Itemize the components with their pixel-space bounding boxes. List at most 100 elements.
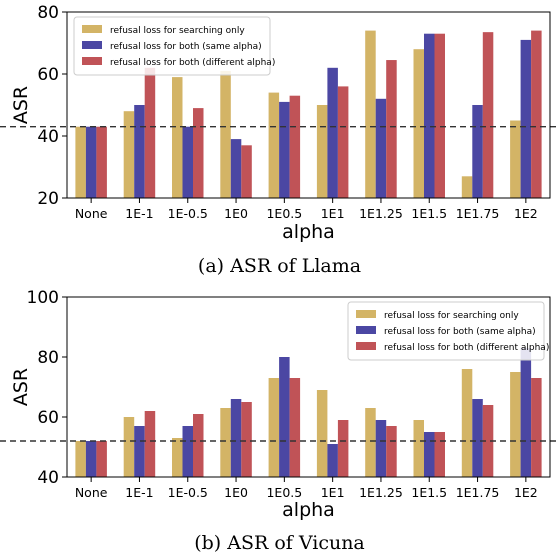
x-tick-label: 1E2 [514, 206, 538, 221]
bar-1E2-series-3 [531, 378, 542, 477]
x-tick-label: 1E-1 [125, 206, 153, 221]
x-tick-label: 1E0.5 [266, 206, 302, 221]
legend-box [73, 16, 271, 76]
bar-1E1.75-series-1 [461, 176, 473, 198]
bar-1E2-series-2 [520, 348, 532, 477]
bar-1E2-series-1 [510, 372, 521, 477]
legend: refusal loss for searching only refusal l… [73, 16, 275, 76]
x-tick-label: 1E-0.5 [168, 206, 208, 221]
legend-label: refusal loss for searching only [384, 311, 519, 321]
bar-1E2-series-2 [520, 39, 532, 199]
y-tick-label: 40 [37, 127, 59, 147]
x-tick-label: 1E-1 [125, 485, 153, 500]
bar-1E0-series-2 [230, 139, 242, 198]
bar-1E1.5-series-2 [424, 432, 435, 477]
chart-caption: (b) ASR of Vicuna [194, 532, 365, 554]
y-tick-label: 20 [37, 189, 59, 209]
x-tick-label: 1E-0.5 [168, 485, 208, 500]
bar-None-series-2 [85, 126, 97, 198]
bar-1E-1-series-3 [144, 67, 156, 198]
legend-swatch [82, 57, 102, 65]
bar-1E0-series-3 [241, 145, 252, 198]
bar-1E-0.5-series-2 [182, 426, 193, 477]
y-tick-label: 40 [37, 468, 59, 488]
plot-frame [66, 296, 551, 478]
y-axis-label: ASR [10, 86, 32, 124]
bar-None-series-2 [85, 441, 97, 477]
bar-1E1.5-series-3 [434, 432, 445, 477]
bar-1E1.75-series-2 [472, 399, 483, 477]
bar-1E-0.5-series-1 [172, 77, 183, 198]
bar-1E0-series-2 [230, 399, 242, 477]
x-tick-label: 1E1.75 [456, 206, 500, 221]
legend-swatch [82, 25, 102, 33]
bar-1E1-series-3 [337, 86, 349, 198]
chart-2: 40 60 80 100 None 1E-1 1E-0.5 1E0 1E0.5 1E1 1E1.25… [0, 288, 559, 554]
x-tick-label: 1E1.5 [411, 206, 447, 221]
bar-1E1.25-series-2 [375, 98, 387, 198]
bar-1E1.5-series-1 [413, 420, 424, 477]
bar-None-series-3 [96, 441, 107, 477]
bar-1E-1-series-1 [123, 417, 135, 477]
bar-1E-0.5-series-1 [172, 438, 183, 477]
chart-1: 20 40 60 80 None 1E-1 1E-0.5 1E0 1E0.5 1E1 1E1.25 1… [0, 3, 559, 277]
legend-box [347, 301, 545, 361]
bar-1E1.5-series-3 [434, 33, 445, 199]
y-tick-label: 80 [37, 348, 59, 368]
bar-1E0.5-series-1 [268, 92, 280, 198]
bar-1E-1-series-1 [123, 111, 135, 198]
x-tick-label: 1E0.5 [266, 485, 302, 500]
bar-1E-1-series-2 [134, 426, 145, 477]
x-tick-label: 1E1.75 [456, 485, 500, 500]
legend-label: refusal loss for both (different alpha) [384, 343, 549, 353]
x-tick-label: 1E2 [514, 485, 538, 500]
x-axis-label: alpha [282, 221, 335, 243]
bar-1E1.25-series-2 [375, 420, 387, 477]
bar-None-series-1 [75, 441, 86, 477]
bar-1E1.25-series-1 [365, 30, 376, 198]
bar-1E0-series-1 [220, 70, 231, 198]
bar-1E1.25-series-3 [386, 426, 397, 477]
bar-1E2-series-1 [510, 120, 521, 198]
legend-label: refusal loss for both (same alpha) [110, 42, 262, 52]
chart-caption: (a) ASR of Llama [198, 255, 361, 277]
legend-swatch [356, 342, 376, 350]
legend-swatch [82, 41, 102, 49]
bar-1E1-series-1 [316, 105, 328, 198]
bar-1E1-series-3 [337, 420, 349, 477]
bar-1E1.75-series-1 [461, 369, 473, 477]
bar-1E1.5-series-1 [413, 49, 424, 199]
y-tick-label: 60 [37, 65, 59, 85]
x-tick-label: 1E1 [321, 206, 345, 221]
x-tick-label: None [75, 206, 108, 221]
bar-1E1.25-series-1 [365, 408, 376, 477]
x-tick-label: 1E1.25 [359, 485, 403, 500]
bar-1E1.5-series-2 [424, 33, 435, 199]
bar-1E1.75-series-3 [482, 405, 494, 477]
bar-1E-1-series-2 [134, 105, 145, 198]
x-tick-label: 1E1 [321, 485, 345, 500]
bar-1E2-series-3 [531, 30, 542, 198]
y-axis-label: ASR [10, 368, 32, 406]
legend-label: refusal loss for both (different alpha) [110, 58, 275, 68]
x-tick-label: None [75, 485, 108, 500]
x-tick-label: 1E1.5 [411, 485, 447, 500]
x-tick-label: 1E0 [224, 206, 248, 221]
bar-1E1-series-2 [327, 444, 338, 477]
y-tick-label: 100 [27, 288, 59, 308]
bar-1E0.5-series-3 [289, 378, 301, 477]
bar-1E-0.5-series-3 [193, 414, 204, 477]
bar-1E-1-series-3 [144, 411, 156, 477]
x-tick-label: 1E0 [224, 485, 248, 500]
bar-1E1-series-2 [327, 67, 338, 198]
plot-frame [66, 11, 551, 199]
bar-1E0.5-series-1 [268, 378, 280, 477]
legend-swatch [356, 310, 376, 318]
legend-label: refusal loss for searching only [110, 26, 245, 36]
bar-1E-0.5-series-2 [182, 126, 193, 198]
bar-1E0-series-3 [241, 402, 252, 477]
bar-1E1.25-series-3 [386, 60, 397, 198]
bar-1E1.75-series-2 [472, 105, 483, 198]
y-tick-label: 60 [37, 408, 59, 428]
